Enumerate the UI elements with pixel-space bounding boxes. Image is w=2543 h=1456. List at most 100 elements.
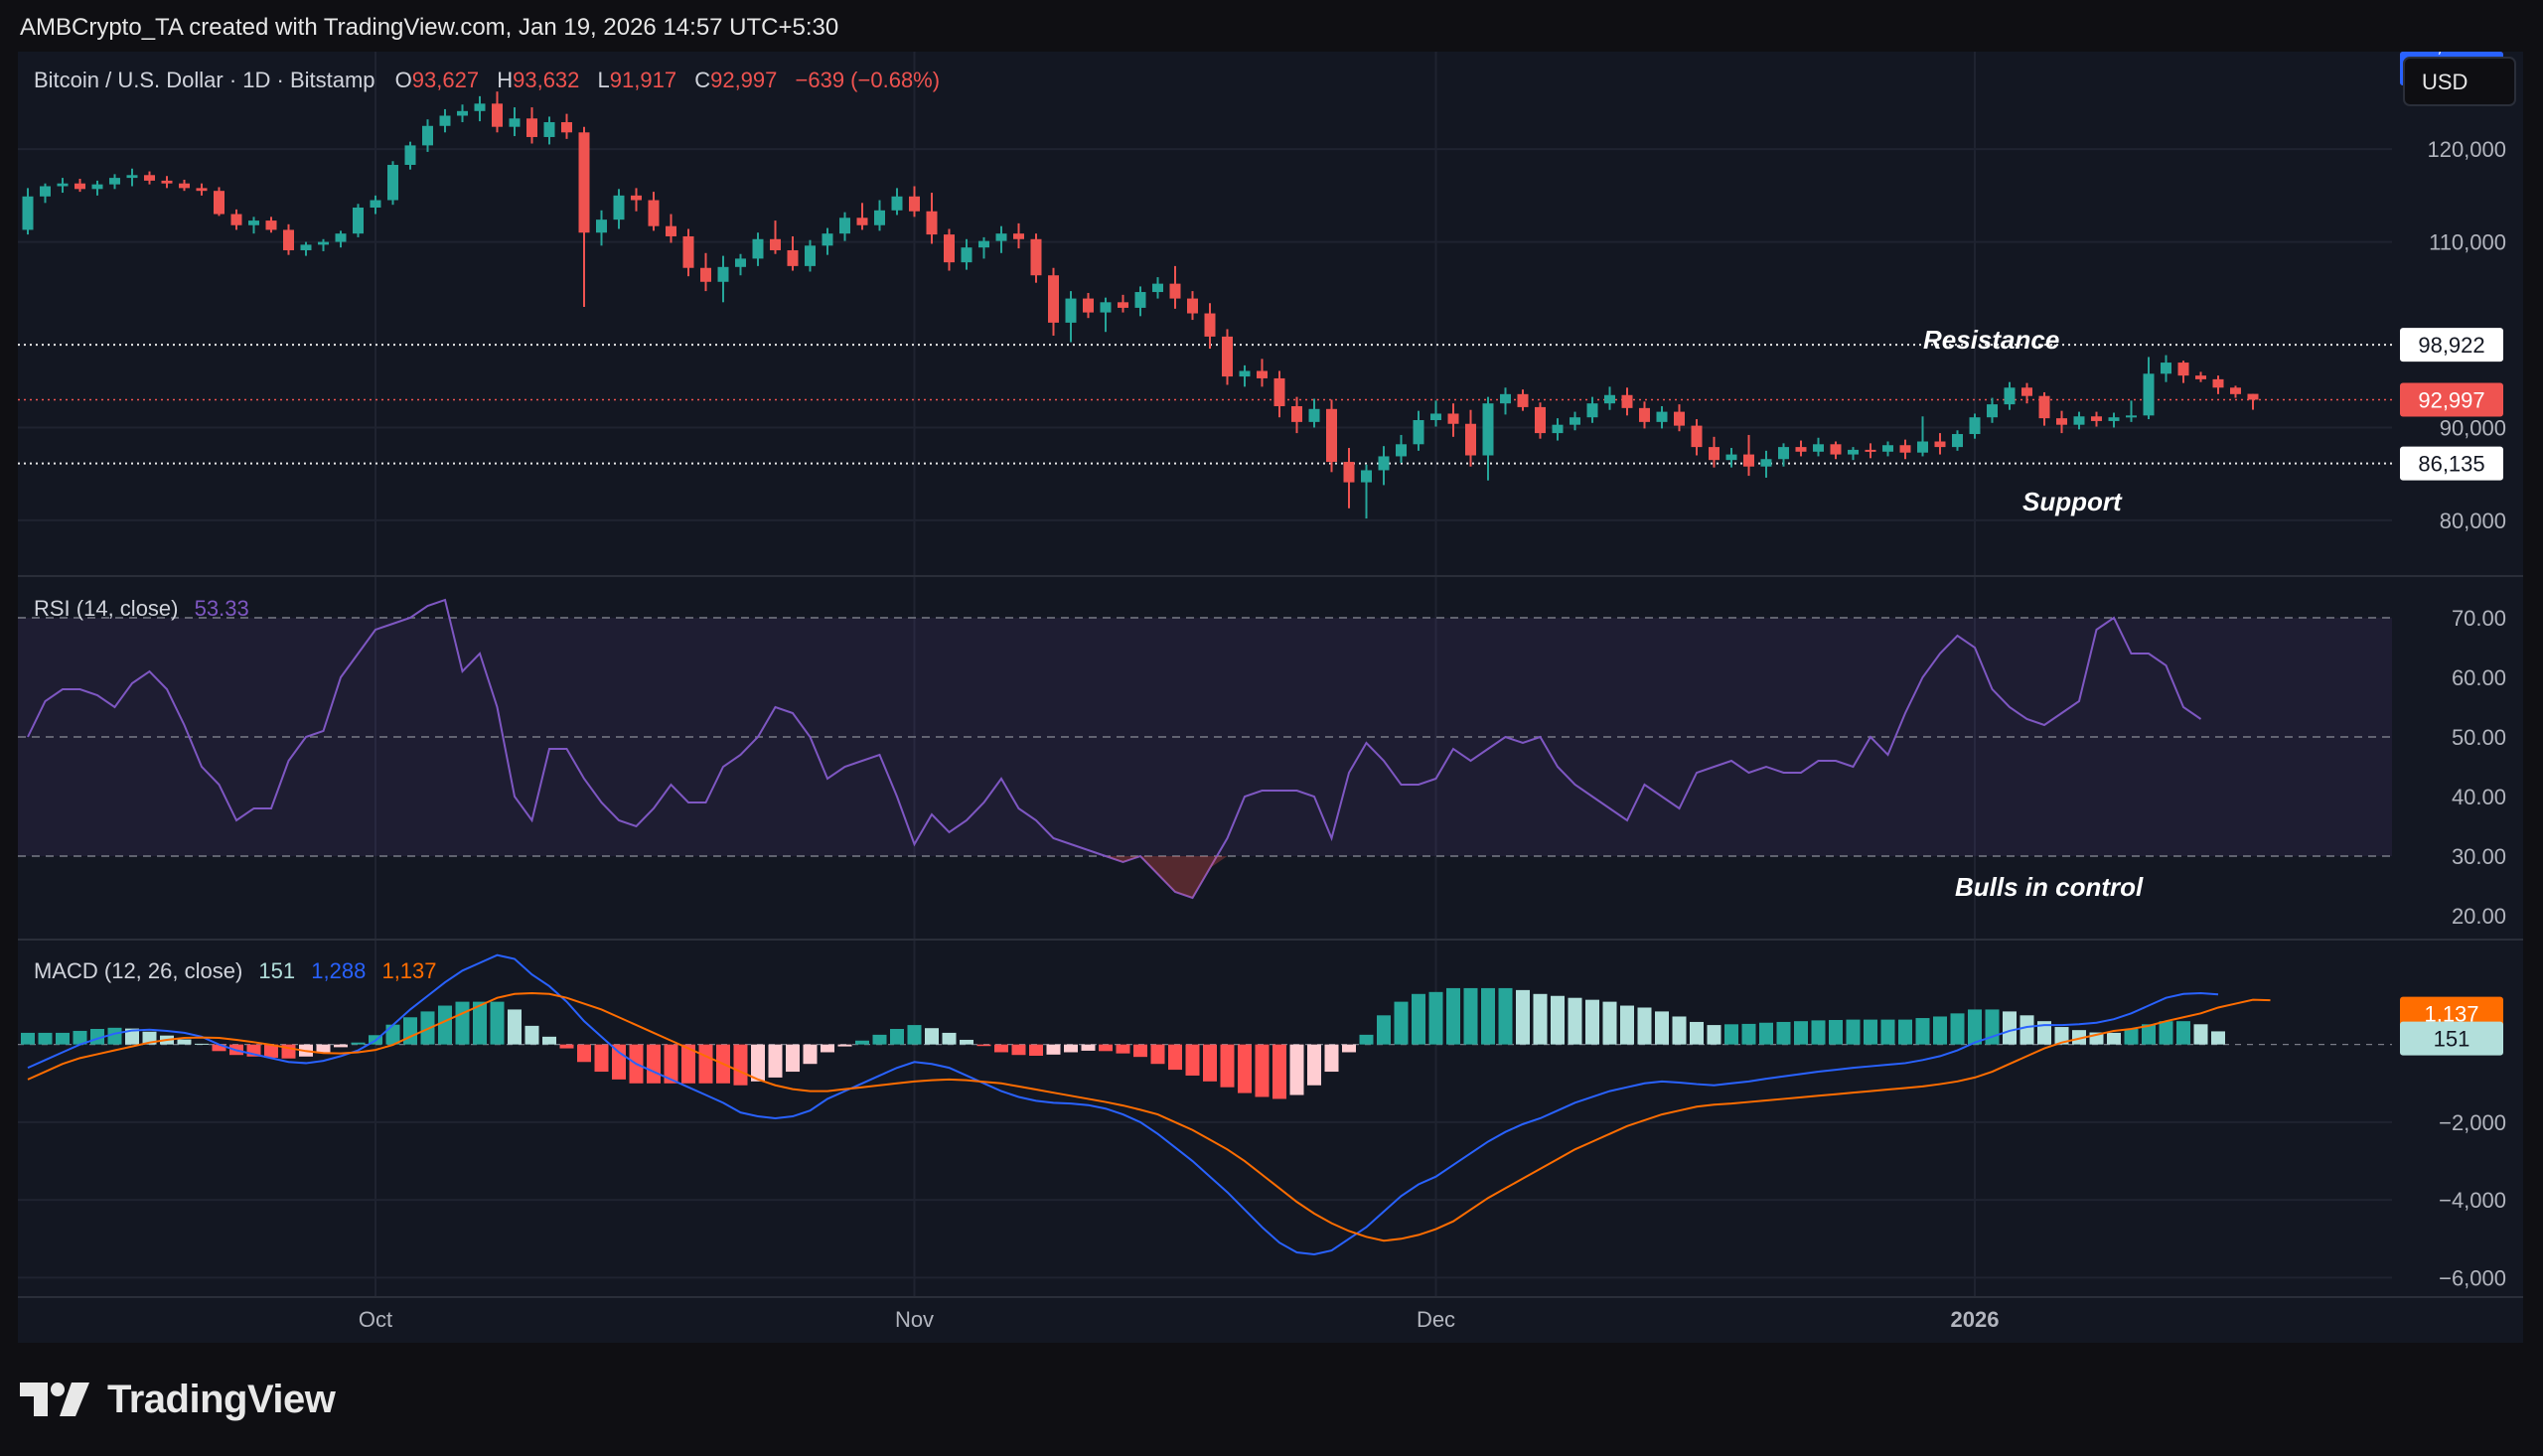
candle-body[interactable] xyxy=(1343,462,1355,483)
candle-body[interactable] xyxy=(1639,407,1650,422)
candle-body[interactable] xyxy=(1204,313,1216,337)
candle-body[interactable] xyxy=(1500,393,1511,404)
candle-body[interactable] xyxy=(2177,363,2189,376)
candle-body[interactable] xyxy=(961,247,972,263)
candle-body[interactable] xyxy=(1987,404,1998,418)
candle-body[interactable] xyxy=(1413,420,1424,445)
candle-body[interactable] xyxy=(578,132,590,233)
candle-body[interactable] xyxy=(1361,470,1372,483)
candle-body[interactable] xyxy=(2212,378,2224,388)
candle-body[interactable] xyxy=(1065,298,1077,323)
candle-body[interactable] xyxy=(144,175,155,181)
candle-body[interactable] xyxy=(1743,454,1754,467)
candle-body[interactable] xyxy=(387,165,398,201)
candle-body[interactable] xyxy=(1083,298,1094,313)
candle-body[interactable] xyxy=(1760,459,1772,467)
candle-body[interactable] xyxy=(248,220,259,225)
candle-body[interactable] xyxy=(926,211,938,235)
candle-body[interactable] xyxy=(666,225,676,236)
candle-body[interactable] xyxy=(874,210,885,225)
chart-canvas[interactable]: Oct Nov Dec 2026 120,000 110,000 90,000 80,000 7… xyxy=(18,52,2523,1343)
candle-body[interactable] xyxy=(439,115,451,126)
candle-body[interactable] xyxy=(2056,418,2067,425)
candle-body[interactable] xyxy=(422,125,433,146)
candle-body[interactable] xyxy=(787,249,799,266)
candle-body[interactable] xyxy=(57,183,69,187)
candle-body[interactable] xyxy=(1604,394,1615,404)
candle-body[interactable] xyxy=(978,240,989,248)
candle-body[interactable] xyxy=(1865,449,1876,452)
candle-body[interactable] xyxy=(2038,395,2050,419)
candle-body[interactable] xyxy=(770,238,781,250)
candle-body[interactable] xyxy=(1934,441,1946,448)
candle-body[interactable] xyxy=(631,195,642,201)
candle-body[interactable] xyxy=(1674,411,1685,426)
candle-body[interactable] xyxy=(561,122,572,133)
candle-body[interactable] xyxy=(856,218,868,225)
candle-body[interactable] xyxy=(214,191,224,215)
candle-body[interactable] xyxy=(179,183,190,189)
candle-body[interactable] xyxy=(735,258,746,267)
candle-body[interactable] xyxy=(1778,447,1789,460)
candle-body[interactable] xyxy=(1813,444,1824,452)
candle-body[interactable] xyxy=(2091,416,2102,421)
candle-body[interactable] xyxy=(1030,238,1042,276)
candle-body[interactable] xyxy=(1552,424,1564,434)
candle-body[interactable] xyxy=(2195,375,2206,379)
candle-body[interactable] xyxy=(474,103,486,111)
candle-body[interactable] xyxy=(1257,370,1268,378)
candle-body[interactable] xyxy=(1725,454,1737,461)
candle-body[interactable] xyxy=(1013,233,1024,239)
candle-body[interactable] xyxy=(1396,444,1407,457)
candle-body[interactable] xyxy=(1517,393,1529,407)
candle-body[interactable] xyxy=(1709,447,1720,461)
candle-body[interactable] xyxy=(1465,423,1476,456)
candle-body[interactable] xyxy=(161,180,173,184)
candle-body[interactable] xyxy=(1691,425,1703,448)
candle-body[interactable] xyxy=(1378,456,1390,471)
candle-body[interactable] xyxy=(509,118,521,127)
candle-body[interactable] xyxy=(700,267,711,282)
candle-body[interactable] xyxy=(2004,387,2016,405)
candle-body[interactable] xyxy=(40,186,51,197)
candle-body[interactable] xyxy=(1100,302,1112,313)
candle-body[interactable] xyxy=(1570,417,1580,425)
candle-body[interactable] xyxy=(2073,416,2085,425)
candle-body[interactable] xyxy=(2143,373,2155,416)
candle-body[interactable] xyxy=(1048,275,1059,323)
candle-body[interactable] xyxy=(1447,413,1459,424)
candle-body[interactable] xyxy=(370,200,381,208)
candle-body[interactable] xyxy=(300,244,312,250)
candle-body[interactable] xyxy=(1430,413,1441,421)
candle-body[interactable] xyxy=(230,214,242,225)
candle-body[interactable] xyxy=(1535,406,1546,434)
candle-body[interactable] xyxy=(944,234,955,263)
candle-body[interactable] xyxy=(526,118,537,137)
candle-body[interactable] xyxy=(196,188,208,192)
candle-body[interactable] xyxy=(2108,417,2120,421)
candle-body[interactable] xyxy=(1969,417,1981,435)
candle-body[interactable] xyxy=(1187,298,1198,314)
candle-body[interactable] xyxy=(1882,445,1893,452)
candle-body[interactable] xyxy=(1917,441,1928,453)
candle-body[interactable] xyxy=(1952,434,1963,448)
candle-body[interactable] xyxy=(2247,393,2259,400)
candle-body[interactable] xyxy=(717,266,729,282)
macd-panel[interactable] xyxy=(18,953,2392,1255)
candle-body[interactable] xyxy=(492,103,503,127)
candle-body[interactable] xyxy=(1586,403,1598,418)
candle-body[interactable] xyxy=(2161,363,2171,374)
candle-body[interactable] xyxy=(648,200,660,226)
candle-body[interactable] xyxy=(822,233,833,246)
candle-body[interactable] xyxy=(613,195,625,220)
candle-body[interactable] xyxy=(109,178,120,185)
candle-body[interactable] xyxy=(457,110,468,116)
candle-body[interactable] xyxy=(91,184,103,190)
candle-body[interactable] xyxy=(404,145,416,166)
candle-body[interactable] xyxy=(1795,447,1807,452)
candle-body[interactable] xyxy=(995,233,1007,241)
candle-body[interactable] xyxy=(891,196,903,211)
candle-body[interactable] xyxy=(752,238,764,259)
candle-body[interactable] xyxy=(1152,283,1163,293)
candle-body[interactable] xyxy=(1291,405,1302,422)
